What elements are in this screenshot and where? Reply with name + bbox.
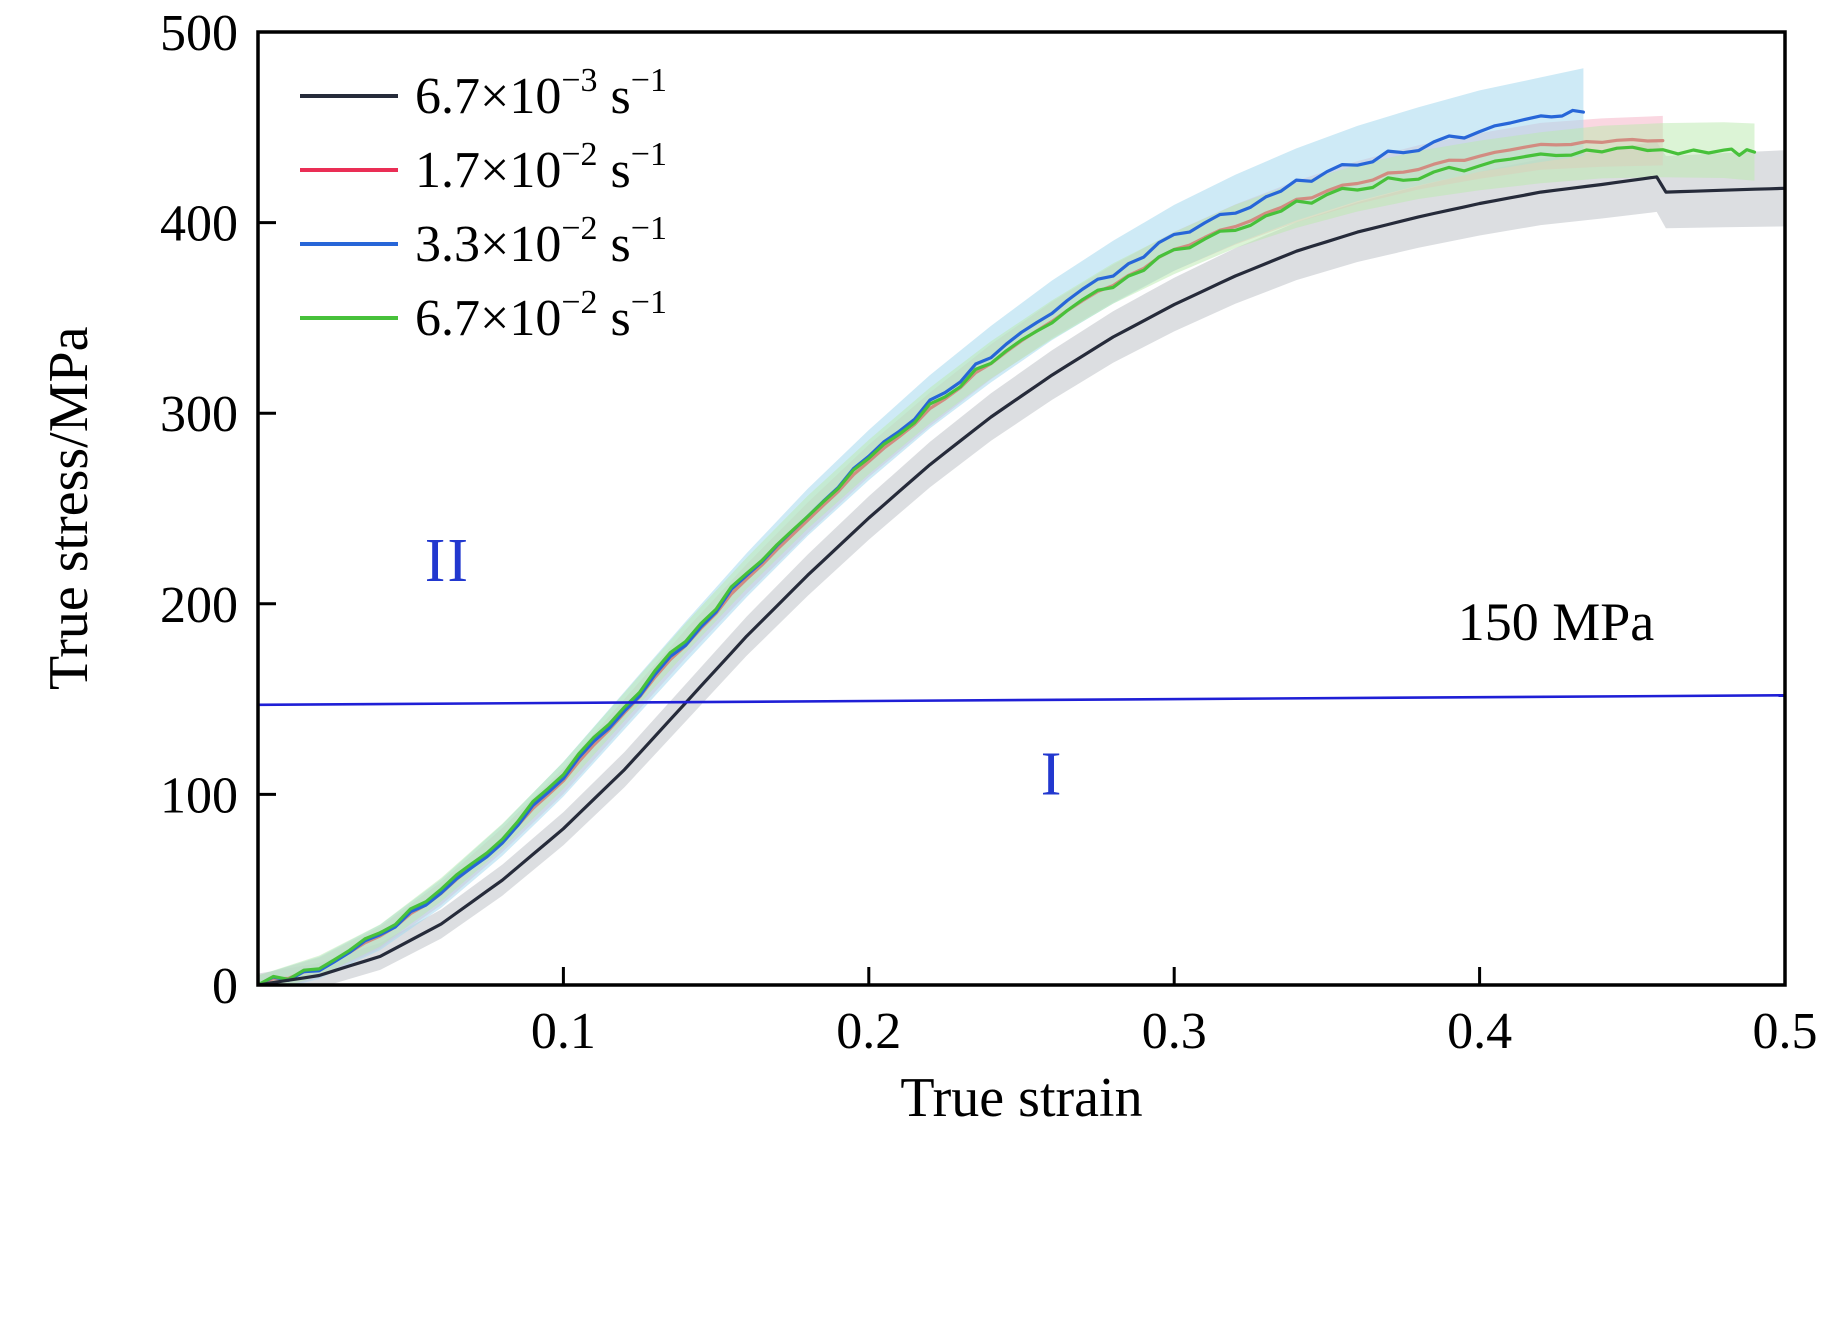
y-tick-label: 300	[160, 386, 238, 443]
x-tick-label: 0.5	[1753, 1003, 1818, 1060]
y-tick-label: 200	[160, 577, 238, 634]
series-layer	[258, 68, 1785, 985]
y-tick-label: 100	[160, 767, 238, 824]
x-tick-label: 0.2	[836, 1003, 901, 1060]
x-tick-label: 0.3	[1142, 1003, 1207, 1060]
region-label-2: I	[1041, 740, 1064, 808]
x-tick-label: 0.4	[1447, 1003, 1512, 1060]
y-tick-label: 400	[160, 196, 238, 253]
legend-label-rate-3.3e-2: 3.3×10−2 s−1	[415, 210, 667, 273]
x-axis-title: True strain	[900, 1067, 1143, 1129]
legend-label-rate-1.7e-2: 1.7×10−2 s−1	[415, 136, 667, 199]
legend-label-rate-6.7e-3: 6.7×10−3 s−1	[415, 62, 667, 125]
curve-rate-6.7e-3	[258, 175, 1785, 985]
y-tick-label: 0	[212, 958, 238, 1015]
legend: 6.7×10−3 s−1 1.7×10−2 s−1 3.3×10−2 s−1 6.7×…	[300, 62, 667, 347]
plot-frame	[256, 30, 1787, 987]
threshold-line-150mpa	[257, 693, 1786, 707]
x-tick-label: 0.1	[531, 1003, 596, 1060]
legend-label-rate-6.7e-2: 6.7×10−2 s−1	[415, 284, 667, 347]
curve-rate-3.3e-2	[258, 108, 1585, 985]
region-label-1: II	[425, 527, 470, 595]
curve-rate-6.7e-2	[258, 145, 1757, 985]
y-tick-label: 500	[160, 5, 238, 62]
y-axis-title: True stress/MPa	[38, 326, 100, 691]
threshold-label: 150 MPa	[1458, 592, 1655, 652]
